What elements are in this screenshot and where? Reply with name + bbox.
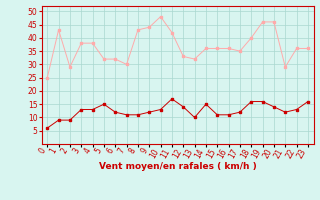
X-axis label: Vent moyen/en rafales ( km/h ): Vent moyen/en rafales ( km/h )	[99, 162, 256, 171]
